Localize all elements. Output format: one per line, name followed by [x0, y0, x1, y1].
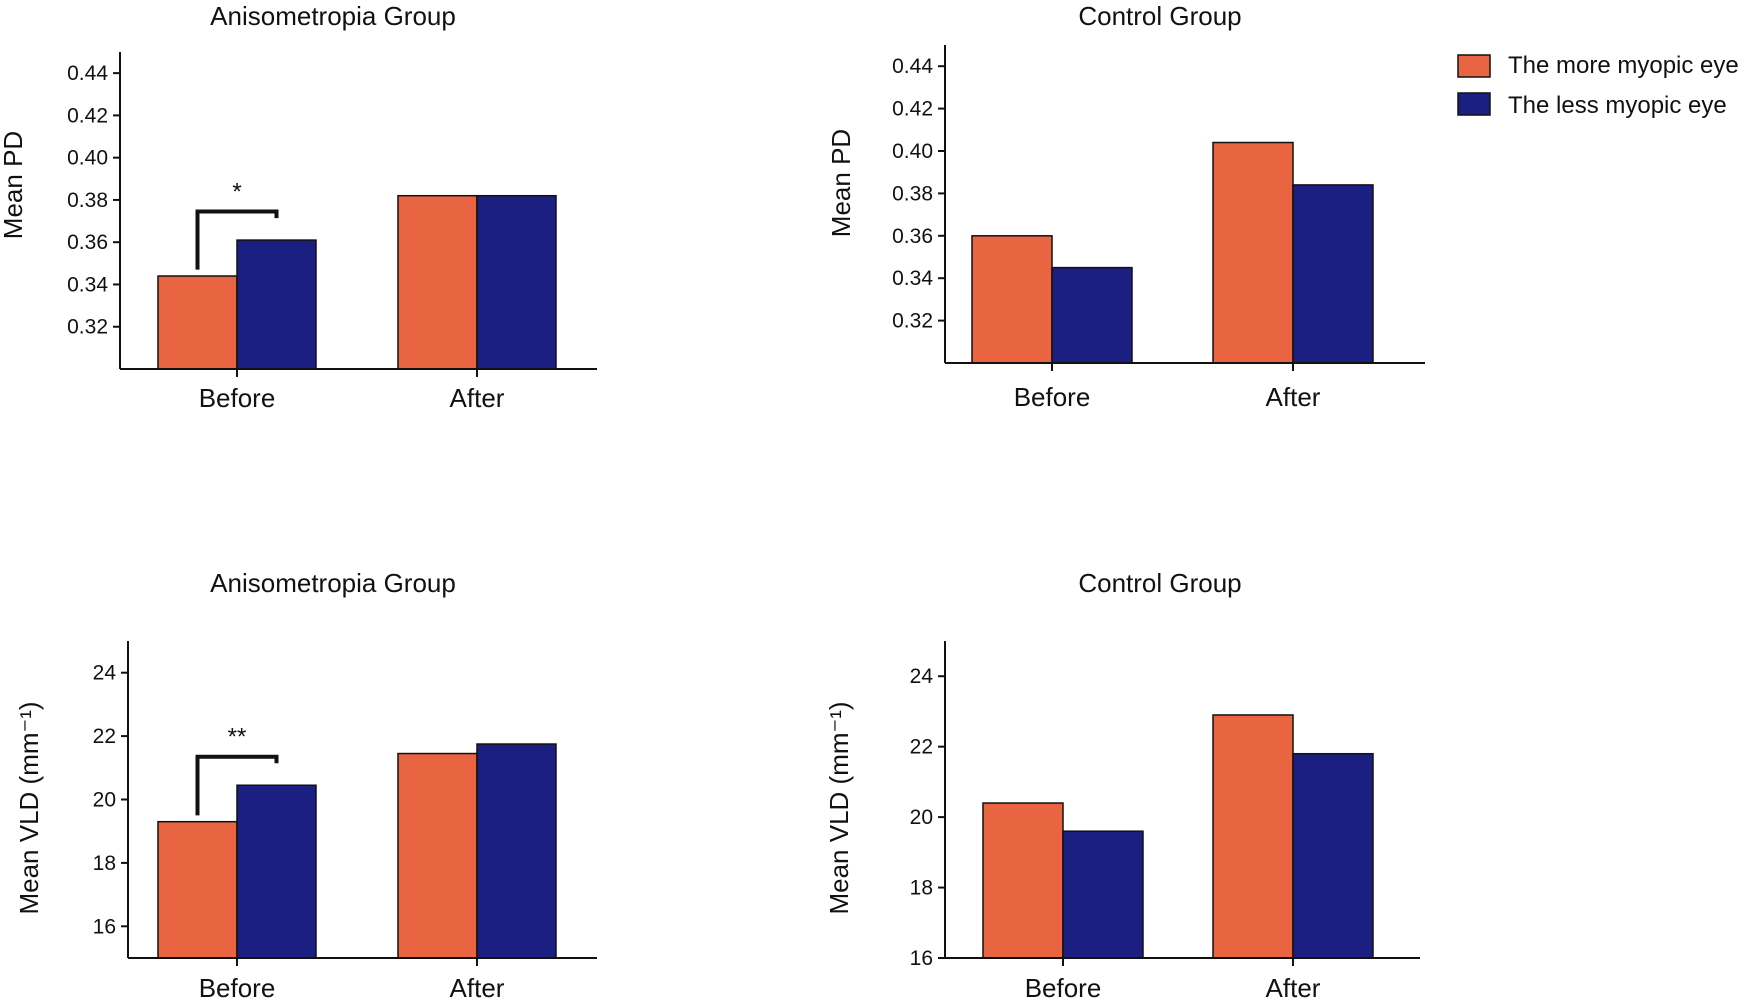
chart-title: Anisometropia Group — [210, 1, 456, 31]
y-tick-label: 0.42 — [67, 104, 108, 127]
y-tick-label: 0.32 — [67, 316, 108, 339]
y-tick-label: 16 — [93, 915, 116, 938]
bar-the-more-myopic-eye-before — [157, 820, 238, 959]
bar-the-more-myopic-eye-before — [982, 802, 1064, 959]
plot-area: 16 18 20 22 24 Before After — [910, 641, 1420, 1000]
x-tick-label: After — [1266, 973, 1321, 1000]
significance-bracket — [195, 754, 279, 816]
bar-the-more-myopic-eye-before — [971, 235, 1053, 364]
bar-the-less-myopic-eye-after — [1292, 752, 1374, 959]
x-tick-label: Before — [1014, 382, 1091, 412]
y-tick-label: 0.40 — [892, 140, 933, 163]
bar-the-more-myopic-eye-after — [1212, 714, 1294, 959]
bar-the-less-myopic-eye-after — [476, 194, 557, 370]
y-axis-label: Mean PD — [826, 129, 856, 237]
y-tick-label: 22 — [910, 736, 933, 759]
bar-the-less-myopic-eye-after — [476, 743, 557, 959]
bar-the-less-myopic-eye-before — [236, 239, 317, 370]
y-axis-label: Mean PD — [0, 131, 28, 239]
y-tick-label: 0.44 — [67, 62, 108, 85]
bar-the-less-myopic-eye-after — [1292, 184, 1374, 364]
y-tick-label: 0.38 — [67, 189, 108, 212]
bar-the-less-myopic-eye-before — [1062, 830, 1144, 959]
x-tick-label: After — [1266, 382, 1321, 412]
y-tick-label: 24 — [910, 665, 934, 688]
legend-label: The more myopic eye — [1508, 52, 1739, 79]
y-tick-label: 0.40 — [67, 147, 108, 170]
bar-the-less-myopic-eye-before — [1051, 266, 1133, 364]
y-tick-label: 20 — [910, 806, 933, 829]
y-tick-label: 18 — [910, 877, 933, 900]
plot-area: 0.32 0.34 0.36 0.38 0.40 0.42 0.44 Before After * — [67, 52, 597, 413]
significance-marker: * — [232, 179, 241, 206]
chart-title: Anisometropia Group — [210, 568, 456, 598]
y-tick-label: 18 — [93, 852, 116, 875]
chart-title: Control Group — [1078, 568, 1241, 598]
y-tick-label: 0.34 — [67, 273, 108, 296]
y-tick-label: 24 — [93, 662, 117, 685]
bar-the-less-myopic-eye-before — [236, 784, 317, 959]
x-tick-label: Before — [199, 383, 276, 413]
bar-the-more-myopic-eye-before — [157, 275, 238, 370]
plot-area: 16 18 20 22 24 Before After ** — [93, 641, 597, 1000]
bar-the-more-myopic-eye-after — [397, 752, 478, 959]
y-tick-label: 0.36 — [892, 225, 933, 248]
legend-item-more-myopic: The more myopic eye — [1457, 52, 1739, 79]
plot-area: 0.32 0.34 0.36 0.38 0.40 0.42 0.44 Before After — [892, 45, 1425, 412]
legend-label: The less myopic eye — [1508, 92, 1727, 119]
x-tick-label: Before — [199, 973, 276, 1000]
y-axis-label: Mean VLD (mm⁻¹) — [824, 701, 854, 914]
panel-pd-anisometropia: Anisometropia Group Mean PD 0.32 0.34 0.36… — [0, 1, 597, 413]
panel-vld-anisometropia: Anisometropia Group Mean VLD (mm⁻¹) 16 18… — [14, 568, 597, 1000]
x-tick-label: Before — [1025, 973, 1102, 1000]
chart-title: Control Group — [1078, 1, 1241, 31]
bar-the-more-myopic-eye-after — [1212, 141, 1294, 364]
y-tick-label: 22 — [93, 725, 116, 748]
legend: The more myopic eye The less myopic eye — [1457, 52, 1739, 119]
bar-the-more-myopic-eye-after — [397, 194, 478, 370]
y-tick-label: 16 — [910, 947, 933, 970]
y-tick-label: 0.44 — [892, 55, 933, 78]
y-tick-label: 0.32 — [892, 310, 933, 333]
y-tick-label: 0.34 — [892, 267, 933, 290]
y-tick-label: 0.42 — [892, 98, 933, 121]
x-tick-label: After — [450, 383, 505, 413]
y-tick-label: 0.38 — [892, 182, 933, 205]
legend-item-less-myopic: The less myopic eye — [1457, 92, 1727, 119]
panel-vld-control: Control Group Mean VLD (mm⁻¹) 16 18 20 22 24… — [824, 568, 1420, 1000]
y-tick-label: 0.36 — [67, 231, 108, 254]
y-axis-label: Mean VLD (mm⁻¹) — [14, 701, 44, 914]
y-tick-label: 20 — [93, 789, 116, 812]
legend-swatch — [1457, 54, 1491, 78]
legend-swatch — [1457, 92, 1491, 116]
x-tick-label: After — [450, 973, 505, 1000]
significance-marker: ** — [228, 724, 247, 751]
significance-bracket — [195, 209, 279, 270]
panel-pd-control: Control Group Mean PD 0.320.340.360.380.… — [826, 1, 1425, 412]
